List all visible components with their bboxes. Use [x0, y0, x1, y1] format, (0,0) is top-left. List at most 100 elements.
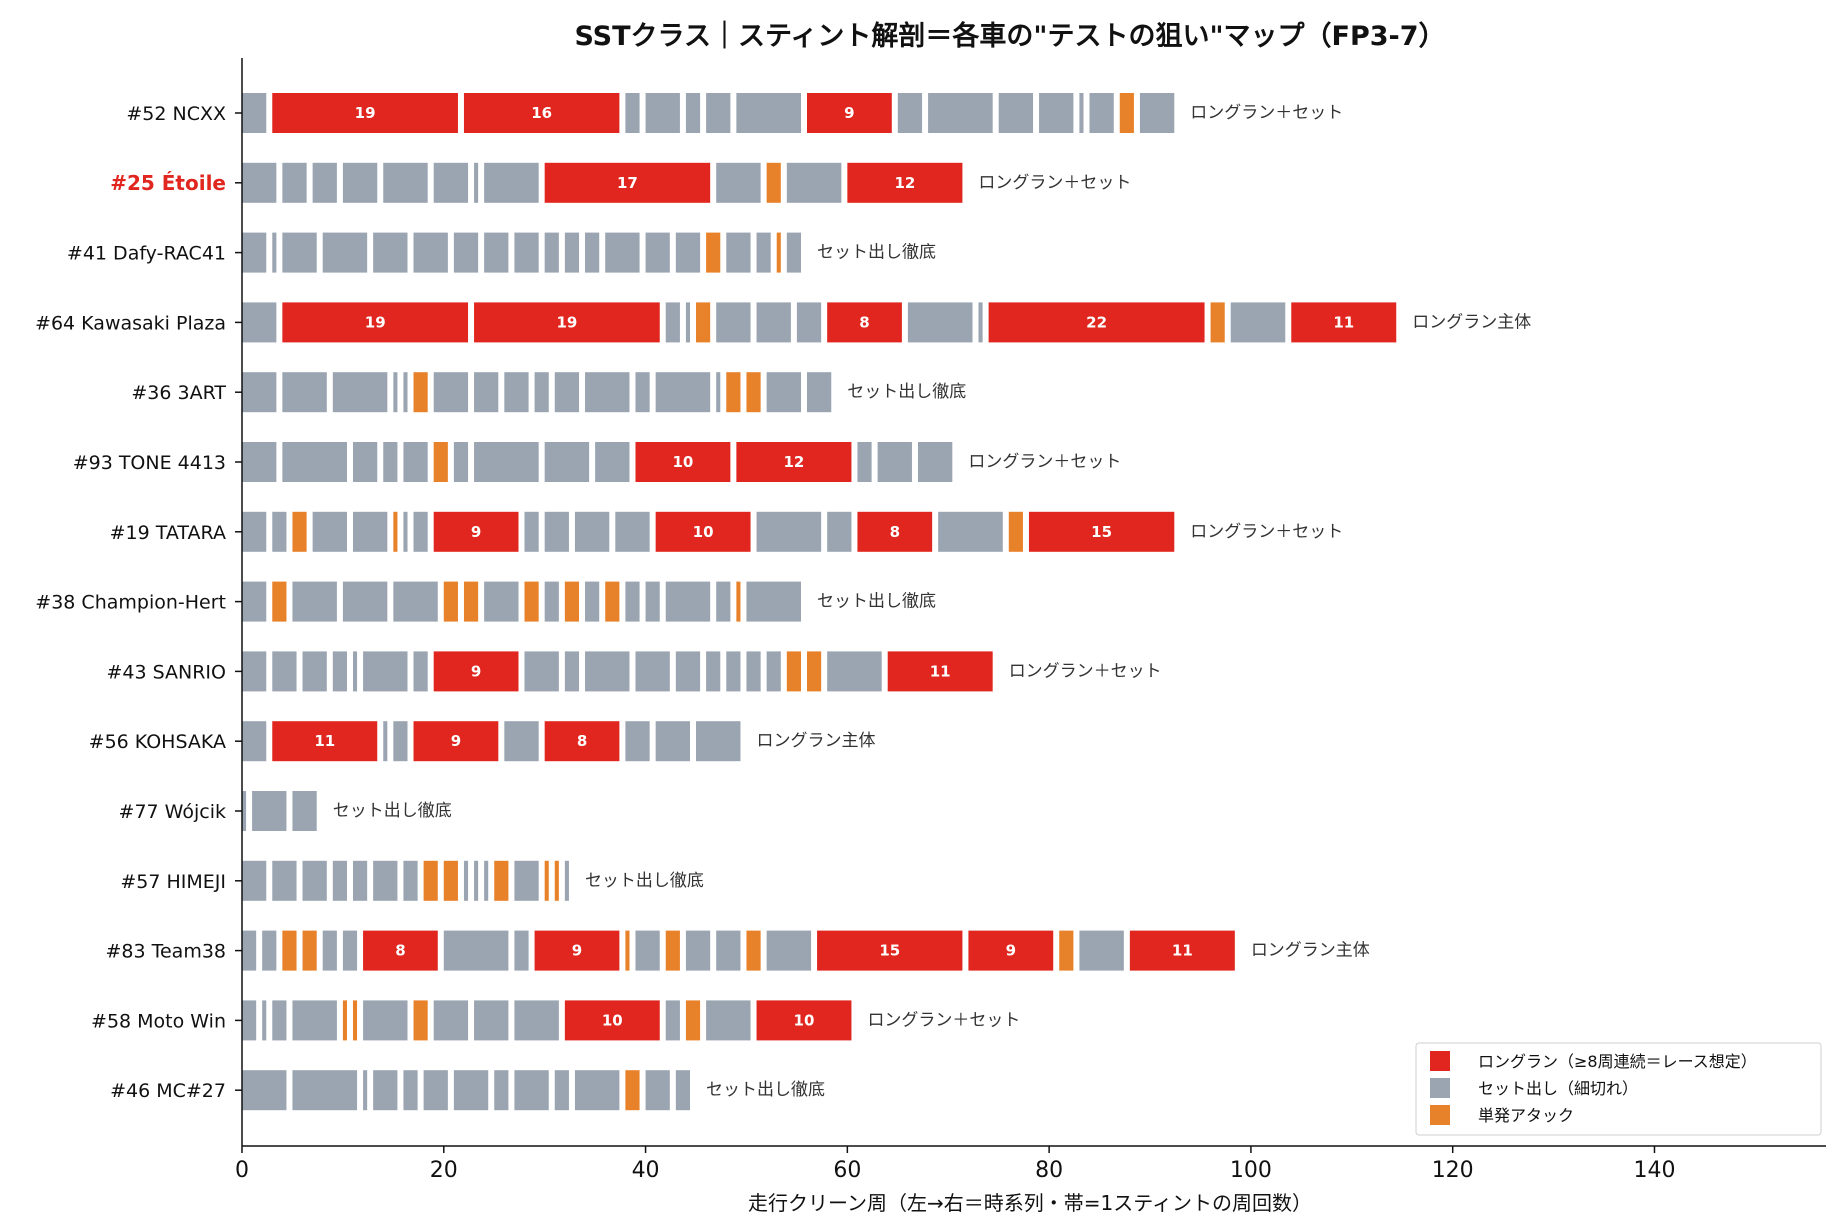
stint-bar-set — [332, 372, 388, 413]
stint-bar-attack — [494, 860, 509, 901]
stint-bar-attack — [806, 651, 822, 692]
car-label: #46 MC#27 — [110, 1080, 226, 1102]
chart-title: SSTクラス｜スティント解剖＝各車の"テストの狙い"マップ（FP3-7） — [574, 20, 1445, 52]
stint-bar-set — [675, 1070, 691, 1111]
car-label: #52 NCXX — [126, 103, 226, 125]
stint-bar-attack — [625, 930, 630, 971]
stint-bar-attack — [706, 232, 721, 273]
stint-bar-set — [242, 232, 267, 273]
stint-bar-set — [282, 442, 347, 482]
car-label: #38 Champion-Hert — [35, 592, 226, 614]
stint-bar-long — [272, 721, 378, 762]
stint-bar-set — [383, 442, 398, 482]
stint-bar-set — [716, 581, 731, 622]
car-row: #19 TATARA 9 10 8 15 ロングラン＋セット — [110, 511, 1343, 552]
stint-bar-set — [998, 93, 1034, 133]
stint-laps-label: 11 — [1333, 313, 1354, 331]
stint-laps-label: 8 — [890, 523, 900, 541]
stint-bar-set — [585, 372, 630, 413]
stint-bar-long — [474, 302, 660, 343]
stint-bar-set — [827, 511, 852, 552]
stint-bar-set — [1079, 930, 1124, 971]
stint-bar-set — [352, 442, 378, 482]
car-label: #93 TONE 4413 — [73, 452, 226, 474]
car-label: #58 Moto Win — [91, 1010, 226, 1032]
car-row: #56 KOHSAKA 11 9 8 ロングラン主体 — [89, 721, 875, 762]
stint-bar-set — [504, 372, 529, 413]
stint-bar-set — [645, 1070, 670, 1111]
stint-bar-long — [1129, 930, 1235, 971]
stint-bar-set — [433, 1000, 469, 1041]
stint-bar-set — [332, 651, 347, 692]
stint-bar-set — [242, 930, 257, 971]
stint-bar-set — [907, 302, 973, 343]
stint-bar-attack — [423, 860, 438, 901]
stint-bar-long — [544, 721, 620, 762]
stint-bar-set — [756, 302, 791, 343]
car-label: #56 KOHSAKA — [89, 731, 226, 753]
legend-label: セット出し（細切れ） — [1478, 1079, 1638, 1098]
x-tick-label: 100 — [1230, 1158, 1272, 1183]
stint-bar-set — [484, 232, 509, 273]
stint-bar-attack — [696, 302, 711, 343]
stint-laps-label: 15 — [879, 942, 900, 960]
strategy-note: ロングラン＋セット — [968, 452, 1121, 472]
stint-bar-set — [1079, 93, 1084, 133]
stint-bar-attack — [564, 581, 580, 622]
stint-bar-set — [453, 232, 479, 273]
stint-bar-long — [282, 302, 469, 343]
stint-laps-label: 9 — [451, 732, 461, 750]
stint-bar-set — [675, 232, 701, 273]
car-row: #41 Dafy-RAC41 セット出し徹底 — [67, 232, 936, 273]
stint-bar-set — [292, 1070, 358, 1111]
stint-bar-set — [675, 651, 701, 692]
stint-bar-set — [716, 372, 721, 413]
car-label: #19 TATARA — [110, 522, 226, 544]
strategy-note: セット出し徹底 — [585, 871, 704, 891]
stint-bar-set — [312, 511, 347, 552]
stint-bar-set — [443, 930, 509, 971]
legend-label: 単発アタック — [1478, 1106, 1574, 1125]
stint-bar-set — [474, 372, 499, 413]
stint-bar-set — [706, 93, 731, 133]
stint-laps-label: 19 — [556, 313, 577, 331]
stint-bar-set — [827, 651, 882, 692]
stint-bar-long — [534, 930, 620, 971]
car-row: #58 Moto Win 10 10 ロングラン＋セット — [91, 1000, 1020, 1041]
stint-laps-label: 19 — [365, 313, 386, 331]
stint-bar-set — [262, 1000, 267, 1041]
stint-bar-set — [514, 860, 539, 901]
stint-bar-set — [282, 232, 317, 273]
stint-bar-set — [242, 511, 267, 552]
stint-bar-attack — [726, 372, 741, 413]
stint-bar-set — [453, 442, 469, 482]
stint-bar-set — [242, 372, 277, 413]
strategy-note: ロングラン＋セット — [867, 1010, 1020, 1030]
stint-laps-label: 17 — [617, 174, 638, 192]
x-tick-label: 40 — [632, 1158, 660, 1183]
x-axis-label: 走行クリーン周（左→右＝時系列・帯=1スティントの周回数） — [748, 1191, 1312, 1215]
stint-bar-set — [786, 232, 801, 273]
stint-bar-set — [413, 651, 428, 692]
car-row: #52 NCXX 19 16 9 ロングラン＋セット — [126, 93, 1343, 133]
stint-bar-set — [938, 511, 1003, 552]
stint-bar-long — [564, 1000, 660, 1041]
stint-bar-set — [312, 162, 337, 203]
stint-bar-long — [655, 511, 751, 552]
stint-bar-long — [1291, 302, 1397, 343]
car-label: #36 3ART — [131, 382, 226, 404]
stint-bar-set — [373, 1070, 398, 1111]
stint-bar-set — [806, 372, 832, 413]
stint-bar-set — [393, 372, 398, 413]
stint-bar-set — [1089, 93, 1114, 133]
stint-bar-set — [1230, 302, 1286, 343]
stint-bar-set — [272, 860, 297, 901]
stint-bar-set — [322, 232, 368, 273]
stint-bar-set — [655, 721, 691, 762]
strategy-note: セット出し徹底 — [706, 1080, 825, 1100]
stint-bar-set — [706, 651, 721, 692]
stint-bar-set — [696, 721, 741, 762]
stint-bar-set — [322, 930, 337, 971]
stint-bar-set — [766, 930, 812, 971]
stint-bar-long — [413, 721, 499, 762]
